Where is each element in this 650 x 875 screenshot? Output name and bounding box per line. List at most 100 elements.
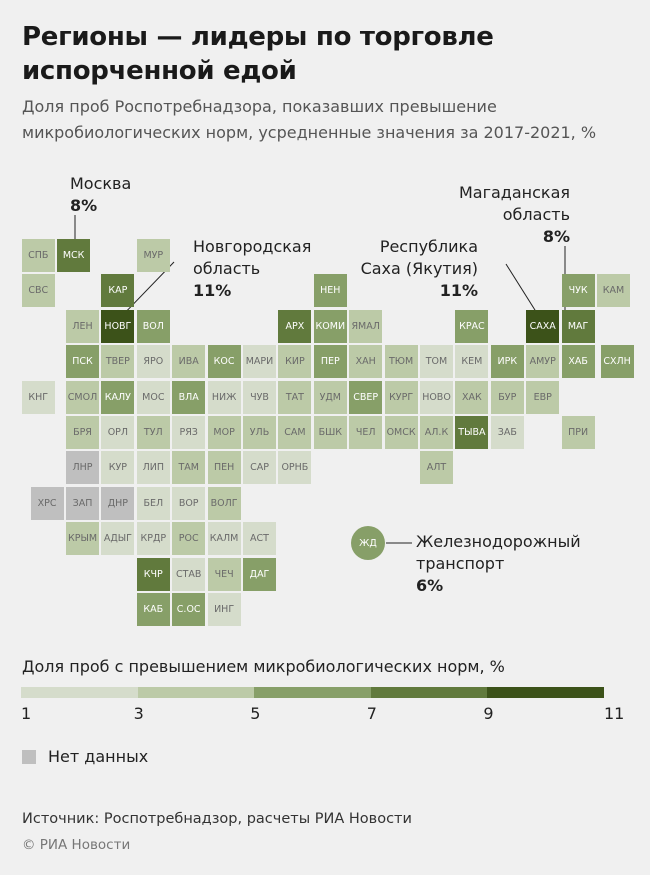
region-tile: ВОЛ xyxy=(136,309,170,343)
region-tile: РОС xyxy=(172,522,206,556)
region-tile: КЧР xyxy=(136,557,170,591)
region-tile: НИЖ xyxy=(207,380,241,414)
region-tile: ДАГ xyxy=(243,557,276,591)
region-tile: НОВГ xyxy=(101,309,135,343)
annotation-name: Москва xyxy=(70,174,132,193)
region-tile: ТАТ xyxy=(278,380,312,414)
region-code: КАЛМ xyxy=(209,533,239,545)
annotation-value: 11% xyxy=(193,281,232,300)
region-tile: ХАБ xyxy=(561,345,595,379)
region-tile: СПБ xyxy=(21,239,55,272)
region-code: БШК xyxy=(318,427,342,438)
region-tile: УЛЬ xyxy=(243,416,276,449)
region-code: СВЕР xyxy=(353,391,379,403)
region-tile: ЧЕЛ xyxy=(349,416,383,449)
legend-title: Доля проб с превышением микробиологическ… xyxy=(22,657,505,676)
region-code: ТЫВА xyxy=(458,427,486,438)
region-code: УЛЬ xyxy=(249,427,270,438)
region-code: ОРЛ xyxy=(107,427,129,438)
region-tile: САХА xyxy=(526,309,560,343)
region-code: НОВГ xyxy=(104,320,132,332)
region-tile: СВЕР xyxy=(349,380,383,414)
region-code: КОС xyxy=(213,356,235,368)
region-tile: АМУР xyxy=(526,345,560,379)
region-tile: ТУЛ xyxy=(136,416,170,449)
region-code: ПСК xyxy=(72,356,93,368)
region-code: ТАТ xyxy=(285,391,304,403)
legend-segment xyxy=(21,687,138,698)
region-code: КРЫМ xyxy=(67,533,98,545)
legend-tick-label: 9 xyxy=(483,704,494,723)
region-tile: ЯМАЛ xyxy=(349,309,383,343)
annotation-line: Саха (Якутия) xyxy=(360,259,478,278)
legend-tick-label: 3 xyxy=(133,704,144,723)
region-code: БЕЛ xyxy=(143,497,164,509)
region-code: АРХ xyxy=(285,320,305,332)
legend-tick-label: 5 xyxy=(250,704,261,723)
annotation-novgorod: Новгородская область 11% xyxy=(193,236,311,302)
region-code: КУР xyxy=(108,462,128,474)
region-code: РОС xyxy=(178,533,199,545)
region-tile: АЛТ xyxy=(420,451,453,485)
region-code: КЧР xyxy=(143,568,163,580)
railway-circle: ЖД xyxy=(351,526,385,560)
region-code: ЕВР xyxy=(533,391,552,403)
copyright: © РИА Новости xyxy=(22,837,131,853)
region-code: ТУЛ xyxy=(143,427,163,438)
region-code: ТОМ xyxy=(425,356,448,368)
region-code: ТВЕР xyxy=(105,356,130,368)
region-tile: АДЫГ xyxy=(101,522,135,556)
region-tile: ЧЕЧ xyxy=(207,557,241,591)
region-tile: ТВЕР xyxy=(101,345,135,379)
region-tile: ТЮМ xyxy=(384,345,418,379)
region-tile: МОС xyxy=(136,380,170,414)
region-code: ЧЕЛ xyxy=(355,427,376,438)
region-code: КИР xyxy=(285,356,305,368)
region-code: СПБ xyxy=(28,250,49,261)
region-code: НЕН xyxy=(320,285,341,297)
region-tile: КОМИ xyxy=(313,309,347,343)
region-code: ВОЛ xyxy=(142,320,164,332)
region-tile: КНГ xyxy=(21,380,55,414)
region-tile: ЧУВ xyxy=(243,380,276,414)
region-code: ОРНБ xyxy=(281,462,309,474)
region-code: РЯЗ xyxy=(179,427,198,438)
region-code: ЛНР xyxy=(72,462,93,474)
region-code: АЛТ xyxy=(426,462,447,474)
region-code: КАР xyxy=(108,285,128,297)
region-tile: САМ xyxy=(278,416,312,449)
region-tile: МОР xyxy=(207,416,241,449)
region-tile: КЕМ xyxy=(455,345,489,379)
legend-tick-label: 7 xyxy=(366,704,377,723)
legend-segment xyxy=(370,687,488,698)
annotation-railway: Железнодорожный транспорт 6% xyxy=(416,531,581,597)
region-tile: ТЫВА xyxy=(455,416,489,449)
region-code: АЛ.К xyxy=(424,427,449,438)
region-tile: ХАН xyxy=(349,345,383,379)
region-tile: ПЕР xyxy=(313,345,347,379)
region-tile: АРХ xyxy=(278,309,312,343)
region-tile: ОМСК xyxy=(384,416,418,449)
region-tile: АЛ.К xyxy=(420,416,453,449)
region-code: ПРИ xyxy=(568,427,589,438)
region-code: НИЖ xyxy=(211,391,237,403)
region-tile: ЧУК xyxy=(561,274,595,308)
region-tile: ЕВР xyxy=(526,380,560,414)
region-tile: ПРИ xyxy=(561,416,595,449)
region-code: САР xyxy=(250,462,269,474)
region-code: АМУР xyxy=(529,356,556,368)
legend-tick-label: 1 xyxy=(21,704,32,723)
region-tile: ОРНБ xyxy=(278,451,312,485)
region-tile: КАМ xyxy=(597,274,630,308)
annotation-line: Республика xyxy=(379,237,478,256)
region-tile: РЯЗ xyxy=(172,416,206,449)
region-code: СМОЛ xyxy=(67,391,98,403)
region-code: С.ОС xyxy=(176,604,201,615)
region-tile: НЕН xyxy=(313,274,347,308)
region-code: СТАВ xyxy=(175,568,202,580)
region-code: ПЕР xyxy=(320,356,340,368)
source-note: Источник: Роспотребнадзор, расчеты РИА Н… xyxy=(22,811,412,827)
region-tile: ТОМ xyxy=(420,345,453,379)
region-code: СХЛН xyxy=(603,356,631,368)
